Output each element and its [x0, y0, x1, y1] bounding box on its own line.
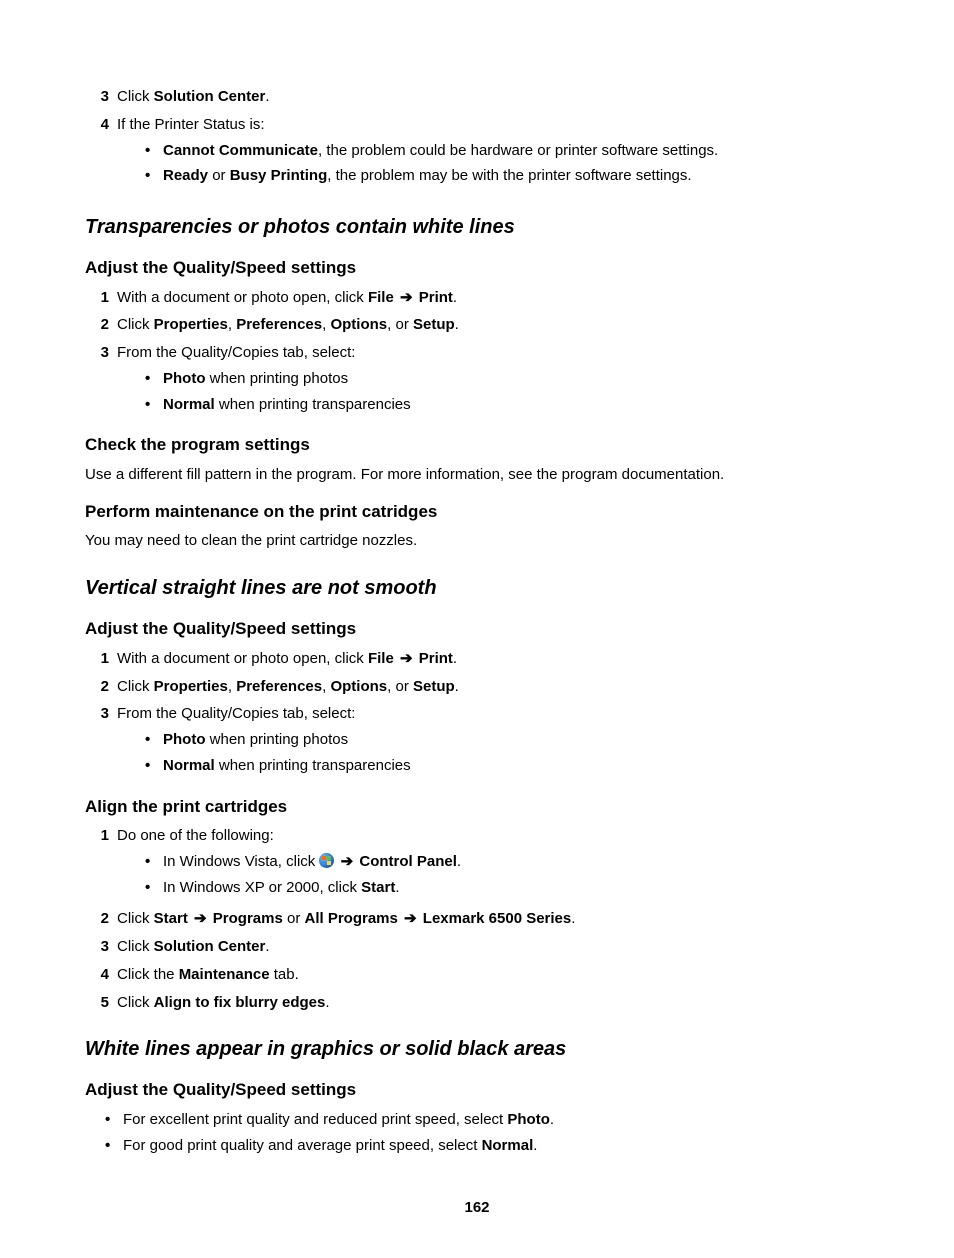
windows-start-icon	[319, 853, 334, 868]
bullet-item: •Photo when printing photos	[145, 368, 869, 390]
step-body: With a document or photo open, click Fil…	[117, 648, 869, 670]
bullet-text: Photo when printing photos	[163, 368, 869, 390]
bullet-item: •For good print quality and average prin…	[105, 1135, 869, 1157]
bullet-icon: •	[105, 1109, 123, 1131]
step-body: With a document or photo open, click Fil…	[117, 287, 869, 309]
bullet-item: •For excellent print quality and reduced…	[105, 1109, 869, 1131]
bullet-text: For good print quality and average print…	[123, 1135, 869, 1157]
bullet-item: •Normal when printing transparencies	[145, 755, 869, 777]
step-item: 2Click Properties, Preferences, Options,…	[85, 314, 869, 336]
step-number: 4	[85, 114, 117, 191]
bullet-text: In Windows XP or 2000, click Start.	[163, 877, 869, 899]
step-body: Click Align to fix blurry edges.	[117, 992, 869, 1014]
subsection-heading: Adjust the Quality/Speed settings	[85, 1078, 869, 1103]
section-heading: White lines appear in graphics or solid …	[85, 1035, 869, 1064]
bullet-text: Normal when printing transparencies	[163, 394, 869, 416]
step-body: From the Quality/Copies tab, select:•Pho…	[117, 342, 869, 419]
step-number: 3	[85, 703, 117, 780]
step-body: Click the Maintenance tab.	[117, 964, 869, 986]
bullet-text: Photo when printing photos	[163, 729, 869, 751]
step-number: 2	[85, 908, 117, 930]
step-item: 4If the Printer Status is:•Cannot Commun…	[85, 114, 869, 191]
step-number: 2	[85, 314, 117, 336]
arrow-icon: ➔	[398, 648, 415, 670]
bullet-icon: •	[145, 394, 163, 416]
bullet-item: •In Windows XP or 2000, click Start.	[145, 877, 869, 899]
page-number: 162	[85, 1197, 869, 1219]
bullet-icon: •	[145, 140, 163, 162]
step-item: 3From the Quality/Copies tab, select:•Ph…	[85, 342, 869, 419]
subsection-heading: Perform maintenance on the print catridg…	[85, 500, 869, 525]
step-item: 2Click Start ➔ Programs or All Programs …	[85, 908, 869, 930]
step-item: 3From the Quality/Copies tab, select:•Ph…	[85, 703, 869, 780]
step-item: 2Click Properties, Preferences, Options,…	[85, 676, 869, 698]
step-body: Click Properties, Preferences, Options, …	[117, 314, 869, 336]
arrow-icon: ➔	[339, 851, 356, 873]
bullet-text: In Windows Vista, click ➔ Control Panel.	[163, 851, 869, 873]
bullet-item: •Ready or Busy Printing, the problem may…	[145, 165, 869, 187]
bullet-text: Normal when printing transparencies	[163, 755, 869, 777]
section-heading: Vertical straight lines are not smooth	[85, 574, 869, 603]
step-number: 5	[85, 992, 117, 1014]
bullet-icon: •	[145, 755, 163, 777]
step-body: Click Properties, Preferences, Options, …	[117, 676, 869, 698]
step-item: 3Click Solution Center.	[85, 86, 869, 108]
paragraph: Use a different fill pattern in the prog…	[85, 464, 869, 486]
bullet-icon: •	[145, 877, 163, 899]
subsection-heading: Check the program settings	[85, 433, 869, 458]
step-number: 1	[85, 648, 117, 670]
step-body: Do one of the following:•In Windows Vist…	[117, 825, 869, 902]
step-item: 4Click the Maintenance tab.	[85, 964, 869, 986]
step-body: Click Start ➔ Programs or All Programs ➔…	[117, 908, 869, 930]
step-number: 3	[85, 342, 117, 419]
step-item: 1With a document or photo open, click Fi…	[85, 287, 869, 309]
bullet-icon: •	[145, 368, 163, 390]
step-item: 3Click Solution Center.	[85, 936, 869, 958]
step-body: From the Quality/Copies tab, select:•Pho…	[117, 703, 869, 780]
step-number: 4	[85, 964, 117, 986]
step-number: 3	[85, 86, 117, 108]
step-body: Click Solution Center.	[117, 86, 869, 108]
subsection-heading: Adjust the Quality/Speed settings	[85, 256, 869, 281]
bullet-item: •Cannot Communicate, the problem could b…	[145, 140, 869, 162]
arrow-icon: ➔	[398, 287, 415, 309]
bullet-icon: •	[145, 851, 163, 873]
subsection-heading: Adjust the Quality/Speed settings	[85, 617, 869, 642]
step-number: 2	[85, 676, 117, 698]
arrow-icon: ➔	[402, 908, 419, 930]
arrow-icon: ➔	[192, 908, 209, 930]
step-number: 1	[85, 825, 117, 902]
step-body: Click Solution Center.	[117, 936, 869, 958]
step-number: 1	[85, 287, 117, 309]
bullet-item: •Normal when printing transparencies	[145, 394, 869, 416]
step-item: 5Click Align to fix blurry edges.	[85, 992, 869, 1014]
step-body: If the Printer Status is:•Cannot Communi…	[117, 114, 869, 191]
step-number: 3	[85, 936, 117, 958]
document-body: 3Click Solution Center.4If the Printer S…	[85, 86, 869, 1157]
step-item: 1Do one of the following:•In Windows Vis…	[85, 825, 869, 902]
bullet-item: •In Windows Vista, click ➔ Control Panel…	[145, 851, 869, 873]
section-heading: Transparencies or photos contain white l…	[85, 213, 869, 242]
bullet-icon: •	[145, 729, 163, 751]
paragraph: You may need to clean the print cartridg…	[85, 530, 869, 552]
bullet-text: Ready or Busy Printing, the problem may …	[163, 165, 869, 187]
bullet-text: Cannot Communicate, the problem could be…	[163, 140, 869, 162]
bullet-item: •Photo when printing photos	[145, 729, 869, 751]
bullet-text: For excellent print quality and reduced …	[123, 1109, 869, 1131]
bullet-icon: •	[105, 1135, 123, 1157]
step-item: 1With a document or photo open, click Fi…	[85, 648, 869, 670]
bullet-icon: •	[145, 165, 163, 187]
subsection-heading: Align the print cartridges	[85, 795, 869, 820]
